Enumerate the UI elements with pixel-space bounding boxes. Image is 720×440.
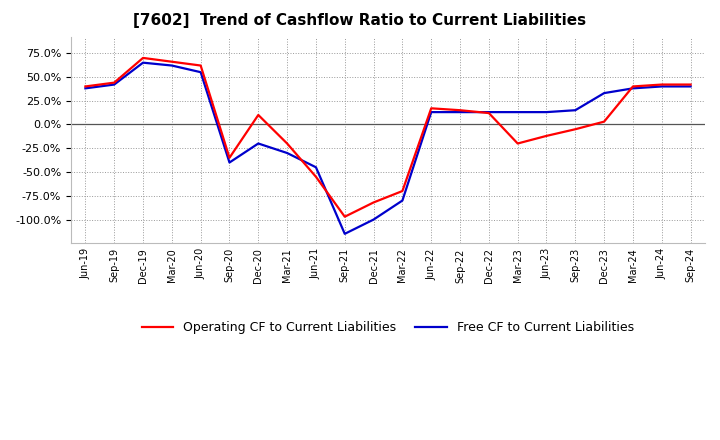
Operating CF to Current Liabilities [369,200,378,205]
Free CF to Current Liabilities [600,91,608,96]
Operating CF to Current Liabilities [485,110,493,116]
Operating CF to Current Liabilities [571,127,580,132]
Operating CF to Current Liabilities [81,84,90,89]
Operating CF to Current Liabilities [254,112,263,117]
Text: [7602]  Trend of Cashflow Ratio to Current Liabilities: [7602] Trend of Cashflow Ratio to Curren… [133,13,587,28]
Free CF to Current Liabilities [629,86,637,91]
Free CF to Current Liabilities [341,231,349,236]
Free CF to Current Liabilities [369,217,378,222]
Operating CF to Current Liabilities [427,106,436,111]
Line: Free CF to Current Liabilities: Free CF to Current Liabilities [86,62,690,234]
Operating CF to Current Liabilities [225,155,234,161]
Free CF to Current Liabilities [81,86,90,91]
Free CF to Current Liabilities [571,107,580,113]
Operating CF to Current Liabilities [542,133,551,139]
Operating CF to Current Liabilities [197,63,205,68]
Operating CF to Current Liabilities [686,82,695,87]
Free CF to Current Liabilities [513,110,522,115]
Free CF to Current Liabilities [542,110,551,115]
Free CF to Current Liabilities [686,84,695,89]
Free CF to Current Liabilities [197,70,205,75]
Operating CF to Current Liabilities [168,59,176,64]
Free CF to Current Liabilities [283,150,292,156]
Operating CF to Current Liabilities [456,107,464,113]
Free CF to Current Liabilities [657,84,666,89]
Free CF to Current Liabilities [225,160,234,165]
Free CF to Current Liabilities [427,110,436,115]
Operating CF to Current Liabilities [341,214,349,220]
Free CF to Current Liabilities [254,141,263,146]
Line: Operating CF to Current Liabilities: Operating CF to Current Liabilities [86,58,690,217]
Operating CF to Current Liabilities [629,84,637,89]
Free CF to Current Liabilities [456,110,464,115]
Legend: Operating CF to Current Liabilities, Free CF to Current Liabilities: Operating CF to Current Liabilities, Fre… [138,315,639,339]
Free CF to Current Liabilities [168,63,176,68]
Operating CF to Current Liabilities [600,119,608,124]
Free CF to Current Liabilities [398,198,407,203]
Operating CF to Current Liabilities [110,80,119,85]
Free CF to Current Liabilities [139,60,148,65]
Free CF to Current Liabilities [312,165,320,170]
Operating CF to Current Liabilities [398,188,407,194]
Operating CF to Current Liabilities [283,141,292,146]
Operating CF to Current Liabilities [312,174,320,180]
Operating CF to Current Liabilities [513,141,522,146]
Free CF to Current Liabilities [485,110,493,115]
Operating CF to Current Liabilities [139,55,148,61]
Free CF to Current Liabilities [110,82,119,87]
Operating CF to Current Liabilities [657,82,666,87]
